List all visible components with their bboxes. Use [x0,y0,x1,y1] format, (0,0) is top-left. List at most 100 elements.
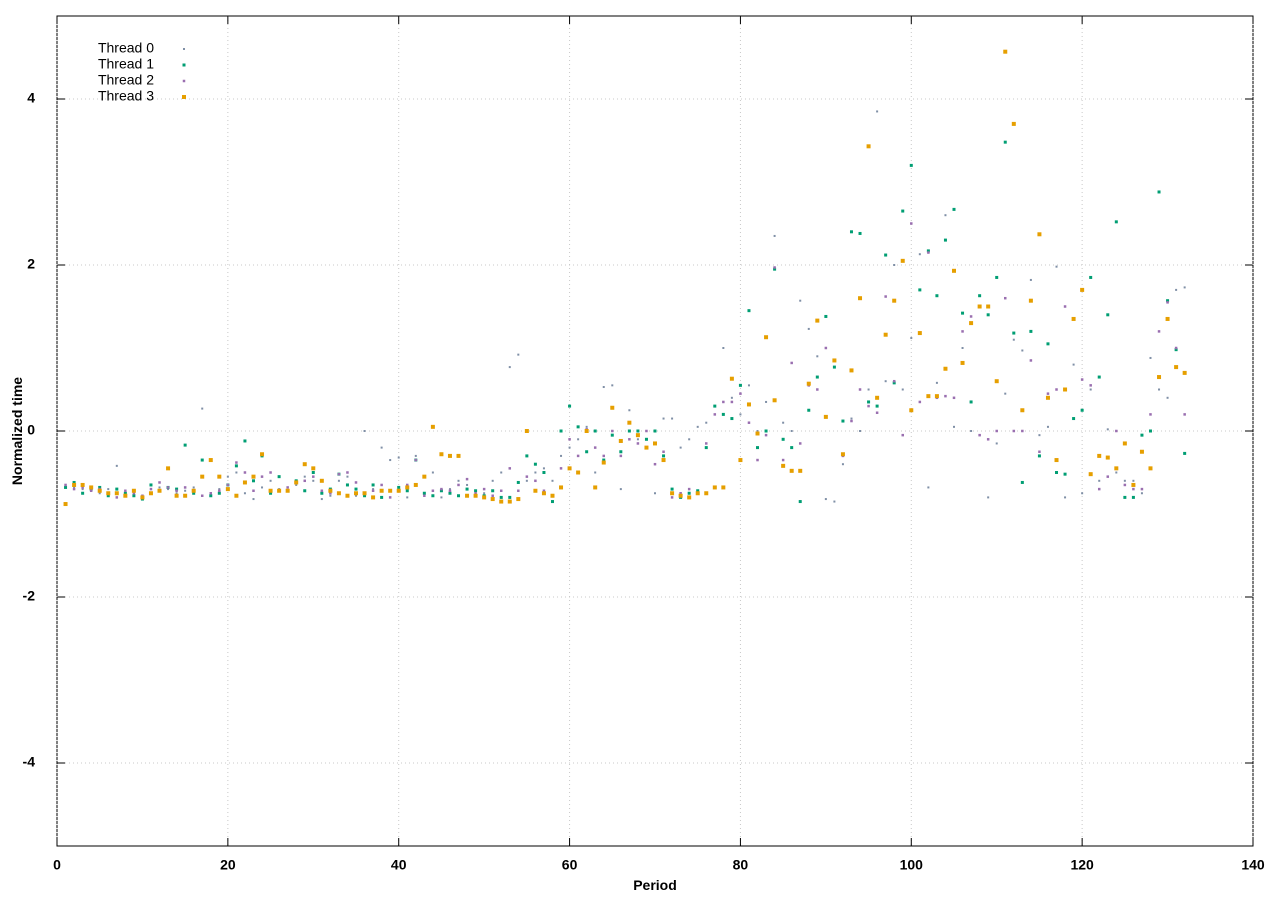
data-point [560,454,563,457]
data-point [235,471,238,474]
data-point [994,379,999,384]
data-point [970,430,973,432]
data-point [379,488,384,493]
data-point [457,483,460,487]
data-point [705,442,708,445]
data-point [269,479,272,482]
data-point [81,486,84,489]
legend-marker [183,48,185,50]
data-point [217,474,222,479]
data-point [115,464,118,467]
data-point [645,429,648,433]
data-point [627,420,632,425]
data-point [106,494,110,498]
data-point [799,299,802,302]
data-point [567,466,572,471]
data-point [431,489,435,493]
data-point [960,360,965,365]
data-point [901,209,905,213]
data-point [1149,413,1152,416]
data-point [1148,429,1152,433]
data-point [1157,375,1162,380]
data-point [1055,388,1058,391]
data-point [490,497,495,502]
data-point [336,491,341,496]
data-point [859,430,862,432]
data-point [1004,296,1007,300]
data-point [824,498,827,501]
data-point [576,425,580,429]
data-point [175,492,178,495]
data-point [849,230,853,234]
data-point [961,347,964,349]
data-point [1055,471,1059,474]
data-point [721,412,725,416]
data-point [815,375,819,379]
data-point [926,394,931,399]
data-point [559,485,564,490]
data-point [1063,472,1067,476]
data-point [80,482,85,487]
data-point [217,491,221,495]
legend-label: Thread 2 [98,72,154,88]
data-point [943,366,948,371]
data-point [1140,492,1143,495]
data-point [661,458,666,463]
data-point [1020,480,1024,484]
data-point [764,433,768,437]
data-point [918,400,922,404]
data-point [312,475,315,478]
data-point [1097,375,1101,379]
data-point [1174,348,1178,352]
data-point [533,488,538,493]
data-point [635,433,640,438]
data-point [81,491,85,495]
x-axis-label: Period [633,877,677,893]
data-point [183,493,188,498]
data-point [910,337,913,340]
data-point [926,249,930,253]
data-point [534,479,537,483]
data-point [952,268,956,273]
data-point [764,429,768,433]
data-point [696,425,699,428]
data-point [687,491,691,495]
data-point [423,494,426,497]
data-point [1175,288,1178,291]
data-point [1139,449,1144,454]
data-point [1132,487,1135,491]
data-point [208,458,213,463]
data-point [1165,316,1170,321]
data-point [406,496,409,499]
data-point [1183,413,1186,416]
data-point [268,488,273,493]
data-point [218,489,221,493]
data-point [388,488,393,493]
data-point [499,495,503,499]
data-point [1166,301,1169,304]
data-point [1045,395,1050,400]
data-point [782,421,785,424]
data-point [440,496,443,499]
data-point [806,381,811,386]
data-point [1055,265,1058,268]
data-point [431,471,434,474]
data-point [1003,49,1008,54]
data-point [739,392,742,395]
data-point [1148,466,1153,471]
data-point [277,488,282,493]
data-point [414,454,417,457]
data-point [712,485,717,490]
data-point [508,366,511,369]
data-point [602,386,605,389]
data-point [209,494,213,498]
data-point [499,489,503,493]
data-point [858,231,862,235]
data-point [550,493,555,498]
data-point [1123,479,1126,482]
data-point [482,487,486,491]
data-point [473,493,478,498]
data-point [465,487,469,491]
data-point [260,475,264,478]
